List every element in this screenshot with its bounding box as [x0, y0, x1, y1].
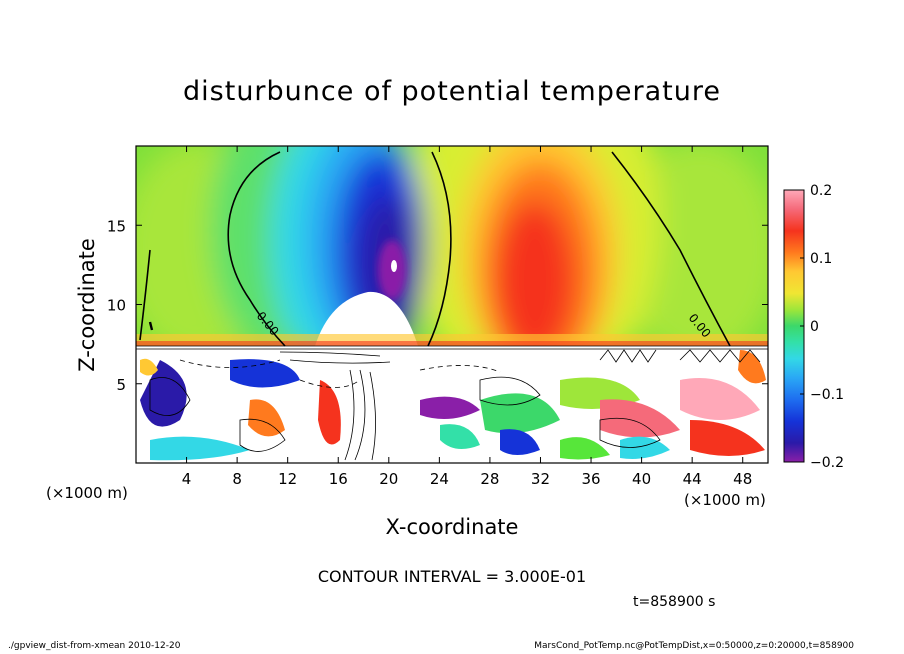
- colorbar: 0.2 0.1 0 −0.1 −0.2: [783, 183, 844, 471]
- footer-command: ./gpview_dist-from-xmean 2010-12-20: [8, 641, 181, 651]
- x-tick-label: 16: [329, 470, 348, 488]
- colorbar-tick-label: −0.2: [810, 455, 844, 471]
- x-tick-label: 32: [531, 470, 550, 488]
- colorbar-tick-label: 0: [810, 319, 819, 335]
- footer-source: MarsCond_PotTemp.nc@PotTempDist,x=0:5000…: [534, 641, 854, 651]
- y-axis-ticks: 5 10 15: [107, 217, 768, 394]
- x-tick-label: 24: [430, 470, 449, 488]
- x-tick-label: 28: [480, 470, 499, 488]
- x-axis-label: X-coordinate: [385, 515, 519, 539]
- colorbar-tick-label: −0.1: [810, 387, 844, 403]
- y-tick-label: 10: [107, 297, 126, 315]
- x-tick-label: 20: [379, 470, 398, 488]
- contour-interval-note: CONTOUR INTERVAL = 3.000E-01: [317, 567, 587, 586]
- x-tick-label: 4: [182, 470, 192, 488]
- time-stamp: t=858900 s: [633, 594, 716, 610]
- colorbar-tick-label: 0.1: [810, 251, 832, 267]
- x-axis-unit-left: (×1000 m): [46, 484, 128, 502]
- colorbar-ticks: 0.2 0.1 0 −0.1 −0.2: [800, 183, 844, 471]
- chart-title: disturbunce of potential temperature: [183, 76, 721, 107]
- x-tick-label: 12: [278, 470, 297, 488]
- x-axis-unit-right: (×1000 m): [684, 491, 766, 509]
- y-tick-label: 15: [107, 217, 126, 235]
- y-tick-label: 5: [116, 376, 126, 394]
- heatmap-field: 0.00 0.00: [136, 146, 768, 463]
- x-tick-label: 48: [733, 470, 752, 488]
- x-tick-label: 36: [581, 470, 600, 488]
- colorbar-tick-label: 0.2: [810, 183, 832, 199]
- x-tick-label: 8: [232, 470, 242, 488]
- x-axis-ticks: 4 8 12 16 20 24 28 32 36 40 44 48: [182, 146, 752, 488]
- x-tick-label: 44: [683, 470, 702, 488]
- x-tick-label: 40: [632, 470, 651, 488]
